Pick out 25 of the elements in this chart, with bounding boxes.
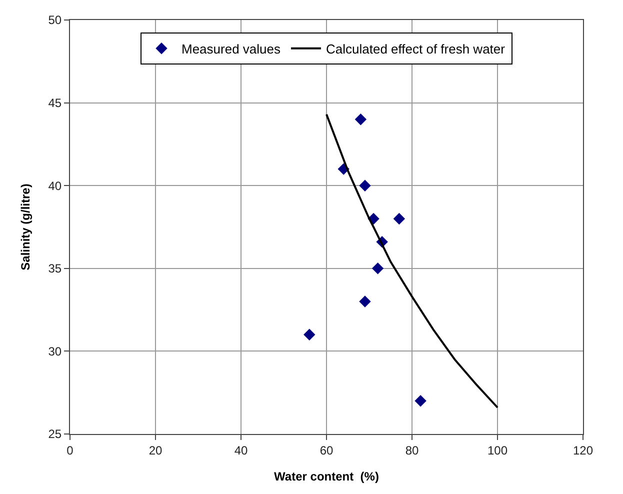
y-tick-label: 50 [48, 13, 62, 28]
y-tick-label: 35 [48, 262, 62, 276]
legend-label: Measured values [182, 41, 281, 56]
x-tick-label: 80 [405, 443, 419, 458]
line-series [326, 113, 498, 408]
point [354, 114, 367, 126]
y-tick-label: 30 [48, 344, 62, 358]
x-tick-label: 20 [148, 443, 162, 458]
x-tick-label: 40 [234, 443, 248, 458]
point [359, 180, 371, 192]
point [393, 212, 406, 225]
legend-label: Calculated effect of fresh water [326, 41, 506, 56]
point [304, 328, 316, 340]
y-tick-label: 25 [48, 427, 62, 442]
y-tick-label: 40 [48, 178, 62, 193]
point [414, 395, 426, 407]
y-tick-label: 45 [48, 96, 62, 110]
point [372, 262, 384, 274]
x-tick-label: 120 [572, 443, 594, 458]
x-tick-label: 0 [66, 443, 74, 458]
x-axis-title: Water content (%) [274, 469, 379, 484]
point [359, 296, 371, 308]
x-tick-label: 100 [487, 443, 508, 458]
y-axis-title: Salinity (g/litre) [18, 184, 33, 270]
x-tick-label: 60 [320, 443, 334, 458]
